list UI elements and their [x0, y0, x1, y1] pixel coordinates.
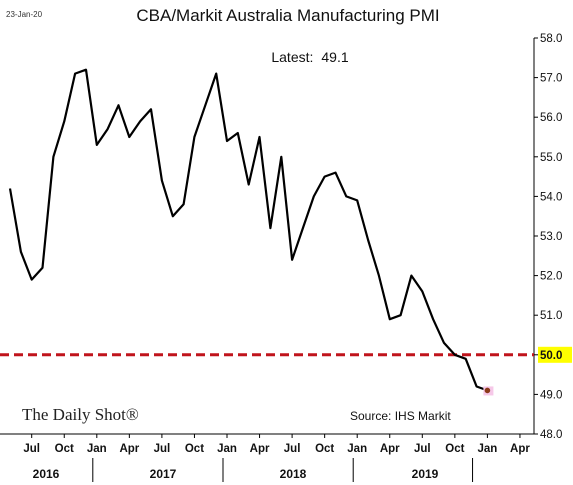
- y-tick-label: 57.0: [540, 73, 562, 85]
- latest-value-annotation: Latest: 49.1: [271, 49, 348, 65]
- x-tick-label: Apr: [380, 443, 400, 455]
- x-tick-label: Apr: [510, 443, 530, 455]
- y-tick-label: 56.0: [540, 112, 562, 124]
- series-group: [8, 68, 494, 396]
- source-note: Source: IHS Markit: [350, 409, 451, 423]
- x-tick-label: Oct: [55, 443, 74, 455]
- x-tick-label: Jan: [217, 443, 237, 455]
- y-tick-label: 48.0: [540, 429, 562, 441]
- y-tick-label: 51.0: [540, 310, 562, 322]
- x-axis-ticks: Jul Oct Jan Apr Jul Oct Jan Apr Jul Oct Jan Apr Jul O…: [23, 434, 530, 455]
- last-point-marker: [484, 387, 491, 394]
- date-stamp: 23-Jan-20: [6, 10, 43, 19]
- x-tick-label: Jul: [414, 443, 431, 455]
- x-tick-label: Jul: [23, 443, 40, 455]
- y-tick-label: 50.0: [540, 350, 562, 362]
- x-axis-year-label: 2017: [150, 467, 177, 481]
- x-tick-label: Jan: [347, 443, 367, 455]
- x-axis-years: 2016 2017 2018 2019: [33, 458, 474, 482]
- daily-shot-logo: The Daily Shot®: [22, 405, 139, 424]
- y-tick-label: 49.0: [540, 389, 562, 401]
- x-axis-year-label: 2019: [412, 467, 439, 481]
- x-tick-label: Jan: [477, 443, 497, 455]
- reference-value-highlight: [538, 346, 572, 363]
- x-tick-label: Apr: [119, 443, 139, 455]
- x-tick-label: Oct: [315, 443, 334, 455]
- y-tick-label: 54.0: [540, 191, 562, 203]
- y-tick-label: 53.0: [540, 231, 562, 243]
- x-tick-label: Jul: [284, 443, 301, 455]
- latest-value: 49.1: [321, 49, 348, 65]
- pmi-series-line: [8, 68, 488, 392]
- x-axis-year-label: 2016: [33, 467, 60, 481]
- y-tick-label: 52.0: [540, 271, 562, 283]
- latest-label: Latest:: [271, 49, 313, 65]
- x-tick-label: Oct: [445, 443, 464, 455]
- x-tick-label: Oct: [185, 443, 204, 455]
- x-tick-label: Apr: [250, 443, 270, 455]
- x-tick-label: Jan: [87, 443, 107, 455]
- y-tick-label: 58.0: [540, 33, 562, 45]
- x-axis-year-label: 2018: [280, 467, 307, 481]
- y-tick-label: 55.0: [540, 152, 562, 164]
- chart-title: CBA/Markit Australia Manufacturing PMI: [136, 6, 439, 25]
- x-tick-label: Jul: [154, 443, 171, 455]
- y-axis-ticks: 58.0 57.0 56.0 55.0 54.0 53.0 52.0 51.0 50.0 49.0…: [534, 33, 572, 441]
